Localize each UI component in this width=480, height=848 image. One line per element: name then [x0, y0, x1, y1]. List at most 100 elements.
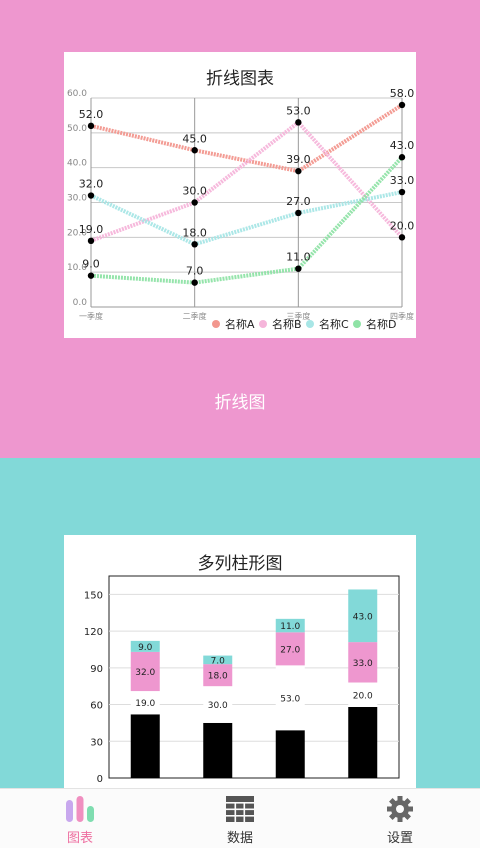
- y-tick-label: 90: [90, 664, 103, 675]
- bar-data-label: 30.0: [208, 701, 228, 711]
- y-tick-label: 30: [90, 737, 103, 748]
- data-label: 27.0: [286, 195, 311, 208]
- data-label: 11.0: [286, 251, 311, 264]
- y-tick-label: 0.0: [73, 298, 88, 308]
- series-line: [90, 155, 404, 285]
- bar-data-label: 27.0: [280, 645, 300, 655]
- data-label: 58.0: [390, 87, 415, 100]
- nav-item-data[interactable]: 数据: [180, 789, 300, 848]
- bar-data-label: 19.0: [135, 699, 155, 709]
- bar-segment: [275, 618, 305, 633]
- bar-segment: [348, 589, 378, 643]
- bar-data-label: 18.0: [208, 672, 228, 682]
- x-tick-label: 一季度: [79, 311, 103, 321]
- data-point: [398, 154, 406, 161]
- bar-chart: 0 30 60 90 120 150 19.0 32.0 9.0 30.0 18.0 7.0 53.0 2…: [84, 575, 400, 785]
- data-label: 18.0: [182, 226, 207, 239]
- bar-segment: [203, 722, 233, 778]
- data-label: 7.0: [186, 265, 204, 278]
- data-label: 33.0: [390, 174, 415, 187]
- bar-segment: [348, 642, 378, 683]
- bar-segment: [130, 640, 160, 652]
- bar-segment: [348, 706, 378, 778]
- y-tick-label: 120: [84, 627, 103, 638]
- gear-icon: [387, 796, 413, 822]
- nav-label-data: 数据: [226, 831, 253, 846]
- data-point: [87, 192, 95, 199]
- bar-data-label: 43.0: [353, 612, 373, 622]
- bar-segment: [203, 664, 233, 687]
- nav-item-charts[interactable]: 图表: [20, 789, 140, 848]
- line-chart: 0.0 10.0 20.0 30.0 40.0 50.0 60.0 一季度 二季度 三季度 四季度 5…: [67, 87, 415, 331]
- data-point: [398, 101, 406, 109]
- data-label: 53.0: [286, 104, 311, 117]
- y-tick-label: 10.0: [67, 263, 87, 273]
- legend-label: 名称D: [366, 317, 396, 331]
- bar-data-label: 20.0: [353, 691, 373, 701]
- nav-label-charts: 图表: [66, 831, 93, 846]
- nav-item-settings[interactable]: 设置: [340, 789, 460, 848]
- bar-segment: [203, 686, 233, 723]
- bar-chart-card[interactable]: 多列柱形图 0 30 60 90 120 150 19.0 32.0 9.0 30.0 18.0 7.…: [64, 535, 416, 788]
- data-point: [295, 209, 302, 217]
- legend-label: 名称A: [225, 317, 255, 331]
- data-point: [87, 272, 95, 279]
- bar-data-label: 11.0: [280, 622, 300, 632]
- series-line: [90, 190, 403, 247]
- y-tick-label: 60: [90, 701, 103, 712]
- data-label: 19.0: [79, 223, 104, 236]
- bar-segment: [130, 714, 160, 778]
- bar-segment: [275, 730, 305, 778]
- x-tick-label: 四季度: [390, 311, 414, 321]
- bar-data-label: 9.0: [138, 643, 153, 653]
- y-tick-label: 150: [84, 590, 103, 601]
- data-point: [398, 234, 406, 241]
- data-point: [295, 167, 302, 175]
- data-point: [191, 147, 198, 154]
- y-tick-label: 40.0: [67, 159, 87, 169]
- bar-data-label: 32.0: [135, 668, 155, 678]
- legend-label: 名称C: [319, 317, 349, 331]
- legend-marker: [259, 320, 267, 328]
- grid-table-icon: [226, 796, 254, 822]
- data-label: 20.0: [390, 219, 415, 232]
- x-tick-label: 二季度: [183, 311, 207, 321]
- bar-segment: [203, 655, 233, 665]
- x-tick-label: 三季度: [286, 311, 310, 321]
- legend-label: 名称B: [272, 317, 302, 331]
- bar-segment: [275, 632, 305, 666]
- data-label: 32.0: [79, 178, 104, 191]
- bar-data-label: 33.0: [353, 659, 373, 669]
- y-tick-label: 30.0: [67, 194, 87, 204]
- bar-segment: [348, 682, 378, 707]
- data-point: [191, 279, 198, 286]
- bar-segment: [130, 651, 160, 692]
- data-label: 9.0: [82, 258, 100, 271]
- y-tick-label: 50.0: [67, 124, 87, 134]
- data-label: 39.0: [286, 153, 311, 166]
- data-point: [191, 241, 198, 248]
- data-point: [398, 188, 406, 196]
- legend-marker: [306, 320, 314, 328]
- bar-segment: [130, 691, 160, 715]
- bottom-nav-bar: 图表 数据: [0, 788, 480, 848]
- data-point: [191, 199, 198, 206]
- plot-frame: [108, 575, 400, 779]
- line-chart-caption: 折线图: [214, 393, 266, 413]
- legend-marker: [212, 320, 220, 328]
- y-tick-label: 20.0: [67, 228, 87, 238]
- line-chart-title: 折线图表: [206, 69, 274, 89]
- data-point: [87, 122, 95, 130]
- data-label: 52.0: [79, 108, 104, 121]
- data-point: [295, 265, 302, 272]
- data-point: [87, 237, 95, 245]
- bar-data-label: 53.0: [280, 694, 300, 704]
- bar-chart-title: 多列柱形图: [197, 554, 283, 574]
- legend-marker: [353, 320, 361, 328]
- series-line: [90, 119, 404, 243]
- line-chart-card[interactable]: 折线图表 0.0 10.0 20.0 30.0 40.0 50.0 60.0 一季度 二季度 三季…: [64, 52, 416, 338]
- nav-label-settings: 设置: [386, 831, 413, 846]
- data-point: [295, 119, 302, 126]
- y-tick-label: 60.0: [67, 89, 87, 99]
- bar-data-label: 7.0: [211, 656, 226, 666]
